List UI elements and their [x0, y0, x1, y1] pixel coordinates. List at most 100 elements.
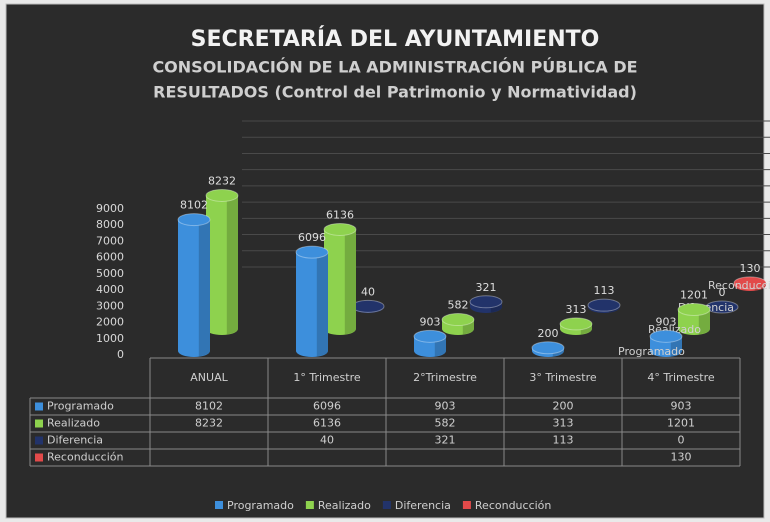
- data-label: 313: [566, 303, 587, 316]
- bar: [351, 299, 385, 313]
- data-label: 321: [476, 281, 497, 294]
- y-tick-label: 1000: [96, 332, 124, 345]
- y-tick-label: 5000: [96, 267, 124, 280]
- x-tick-label: ANUAL: [190, 371, 228, 384]
- table-row-header: Diferencia: [47, 434, 103, 447]
- data-label: 113: [594, 284, 615, 297]
- chart-title: SECRETARÍA DEL AYUNTAMIENTO: [191, 26, 600, 52]
- y-tick-label: 8000: [96, 218, 124, 231]
- bar-top: [587, 298, 621, 312]
- y-tick-label: 0: [117, 348, 124, 361]
- bar: [469, 295, 503, 313]
- bar: [413, 329, 447, 357]
- y-tick-label: 7000: [96, 234, 124, 247]
- bar-shade: [344, 229, 356, 335]
- y-tick-label: 3000: [96, 299, 124, 312]
- depth-axis-label: Programado: [618, 345, 685, 358]
- y-tick-label: 9000: [96, 202, 124, 215]
- bar-top: [677, 303, 711, 317]
- bar-body: [324, 229, 356, 335]
- bar-shade: [226, 195, 238, 335]
- table-cell: 200: [553, 400, 574, 413]
- bar-shade: [198, 219, 210, 357]
- bar-top: [733, 276, 767, 290]
- bar-top: [413, 329, 447, 343]
- legend-key: [215, 501, 223, 509]
- bar: [649, 329, 683, 357]
- data-label: 903: [656, 315, 677, 328]
- bar: [705, 300, 739, 314]
- data-label: 8102: [180, 199, 208, 212]
- bar-top: [441, 313, 475, 327]
- table-legend-key: [35, 402, 43, 411]
- bar-top: [649, 329, 683, 343]
- legend-label: Reconducción: [475, 499, 552, 512]
- table-cell: 6096: [313, 400, 341, 413]
- bar-shade: [698, 309, 710, 335]
- legend-label: Realizado: [318, 499, 371, 512]
- table-row-header: Programado: [47, 400, 114, 413]
- data-label: 1201: [680, 289, 708, 302]
- legend-key: [305, 501, 314, 509]
- legend-key: [462, 501, 471, 509]
- data-label: 0: [719, 286, 726, 299]
- bar: [677, 303, 711, 335]
- bar-top: [351, 299, 385, 313]
- bar-body: [178, 219, 210, 357]
- x-tick-label: 3° Trimestre: [529, 371, 596, 384]
- chart-subtitle: RESULTADOS (Control del Patrimonio y Nor…: [153, 83, 637, 102]
- table-cell: 313: [553, 417, 574, 430]
- data-label: 903: [420, 315, 441, 328]
- bar: [733, 276, 767, 291]
- data-label: 6096: [298, 231, 326, 244]
- bar: [177, 213, 211, 357]
- bar-shade: [316, 252, 328, 357]
- table-cell: 0: [678, 434, 685, 447]
- bar: [587, 298, 621, 313]
- data-label: 130: [740, 262, 761, 275]
- bar-body: [296, 252, 328, 357]
- legend-key: [382, 501, 391, 509]
- table-cell: 8232: [195, 417, 223, 430]
- chart-subtitle: CONSOLIDACIÓN DE LA ADMINISTRACIÓN PÚBLI…: [152, 58, 637, 77]
- x-tick-label: 1° Trimestre: [293, 371, 360, 384]
- y-tick-label: 4000: [96, 283, 124, 296]
- bar: [205, 188, 239, 335]
- table-cell: 40: [320, 434, 334, 447]
- bar-top: [323, 222, 357, 236]
- table-cell: 8102: [195, 400, 223, 413]
- y-tick-label: 2000: [96, 316, 124, 329]
- table-legend-key: [35, 419, 43, 428]
- data-label: 6136: [326, 208, 354, 221]
- bar-body: [678, 309, 710, 335]
- table-legend-key: [35, 436, 43, 445]
- bar-body: [206, 195, 238, 335]
- legend-label: Diferencia: [395, 499, 451, 512]
- y-tick-label: 6000: [96, 251, 124, 264]
- data-label: 582: [448, 299, 469, 312]
- x-tick-label: 2°Trimestre: [413, 371, 477, 384]
- bar-top: [559, 317, 593, 331]
- bar-top: [469, 295, 503, 309]
- table-cell: 1201: [667, 417, 695, 430]
- depth-axis-label: Reconducción: [708, 279, 770, 292]
- x-tick-label: 4° Trimestre: [647, 371, 714, 384]
- table-cell: 130: [671, 451, 692, 464]
- bar: [531, 341, 565, 357]
- bar-shade: [462, 319, 474, 335]
- legend-label: Programado: [227, 499, 294, 512]
- bar-top: [177, 213, 211, 227]
- bar: [323, 222, 357, 335]
- table-row-header: Realizado: [47, 417, 100, 430]
- data-label: 40: [361, 285, 375, 298]
- table-cell: 903: [671, 400, 692, 413]
- bar: [295, 245, 329, 357]
- data-label: 200: [538, 327, 559, 340]
- bar-top: [205, 188, 239, 202]
- bar-top: [295, 245, 329, 259]
- table-cell: 6136: [313, 417, 341, 430]
- data-label: 8232: [208, 174, 236, 187]
- bar-top: [531, 341, 565, 355]
- table-cell: 113: [553, 434, 574, 447]
